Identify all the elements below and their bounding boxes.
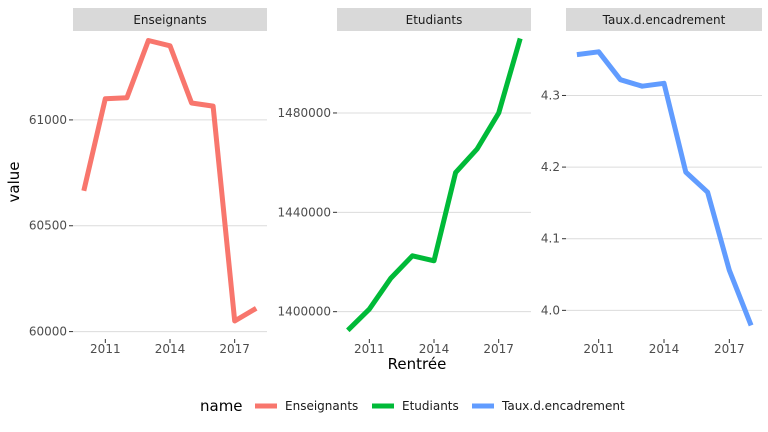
legend-label-Taux.d.encadrement: Taux.d.encadrement	[501, 399, 625, 413]
panel-Enseignants: Enseignants 60000 60500 61000 2011 2014 2017	[29, 8, 267, 356]
y-tick-label: 1440000	[278, 205, 331, 219]
legend-title: name	[200, 397, 243, 415]
series-line-Taux.d.encadrement	[576, 49, 754, 327]
y-tick-label: 4.0	[541, 303, 560, 317]
panel-strip	[337, 8, 531, 31]
legend-label-Etudiants: Etudiants	[402, 399, 459, 413]
series-line-Etudiants	[346, 37, 523, 333]
panel-Taux.d.encadrement: Taux.d.encadrement 4.0 4.1 4.2 4.3 2011 2014 20…	[541, 8, 762, 356]
y-axis-title: value	[5, 162, 23, 203]
x-axis-title: Rentrée	[388, 355, 447, 373]
x-tick-label: 2017	[483, 342, 514, 356]
x-tick-label: 2017	[714, 342, 745, 356]
legend-items: Enseignants Etudiants Taux.d.encadrement	[255, 399, 625, 413]
panel-strip-label: Taux.d.encadrement	[602, 13, 726, 27]
x-tick-label: 2014	[155, 342, 186, 356]
x-tick-label: 2011	[583, 342, 614, 356]
panel-strip-label: Enseignants	[133, 13, 206, 27]
y-tick-label: 1480000	[278, 106, 331, 120]
y-tick-label: 4.1	[541, 232, 560, 246]
x-tick-label: 2014	[649, 342, 680, 356]
panel-strip-label: Etudiants	[406, 13, 463, 27]
legend-label-Enseignants: Enseignants	[285, 399, 358, 413]
y-tick-label: 4.3	[541, 88, 560, 102]
panel-Etudiants: Etudiants 1400000 1440000 1480000 2011 2014 20…	[278, 8, 531, 356]
panel-strip	[566, 8, 762, 31]
y-tick-label: 60000	[29, 325, 67, 339]
y-tick-label: 60500	[29, 219, 67, 233]
panel-strip	[73, 8, 267, 31]
y-tick-label: 61000	[29, 113, 67, 127]
x-tick-label: 2011	[354, 342, 385, 356]
y-tick-label: 1400000	[278, 305, 331, 319]
x-tick-label: 2011	[90, 342, 121, 356]
series-line-Enseignants	[81, 38, 258, 324]
x-tick-label: 2014	[419, 342, 450, 356]
legend: name Enseignants Etudiants Taux.d.encadrem…	[200, 397, 625, 415]
x-tick-label: 2017	[219, 342, 250, 356]
y-tick-label: 4.2	[541, 160, 560, 174]
